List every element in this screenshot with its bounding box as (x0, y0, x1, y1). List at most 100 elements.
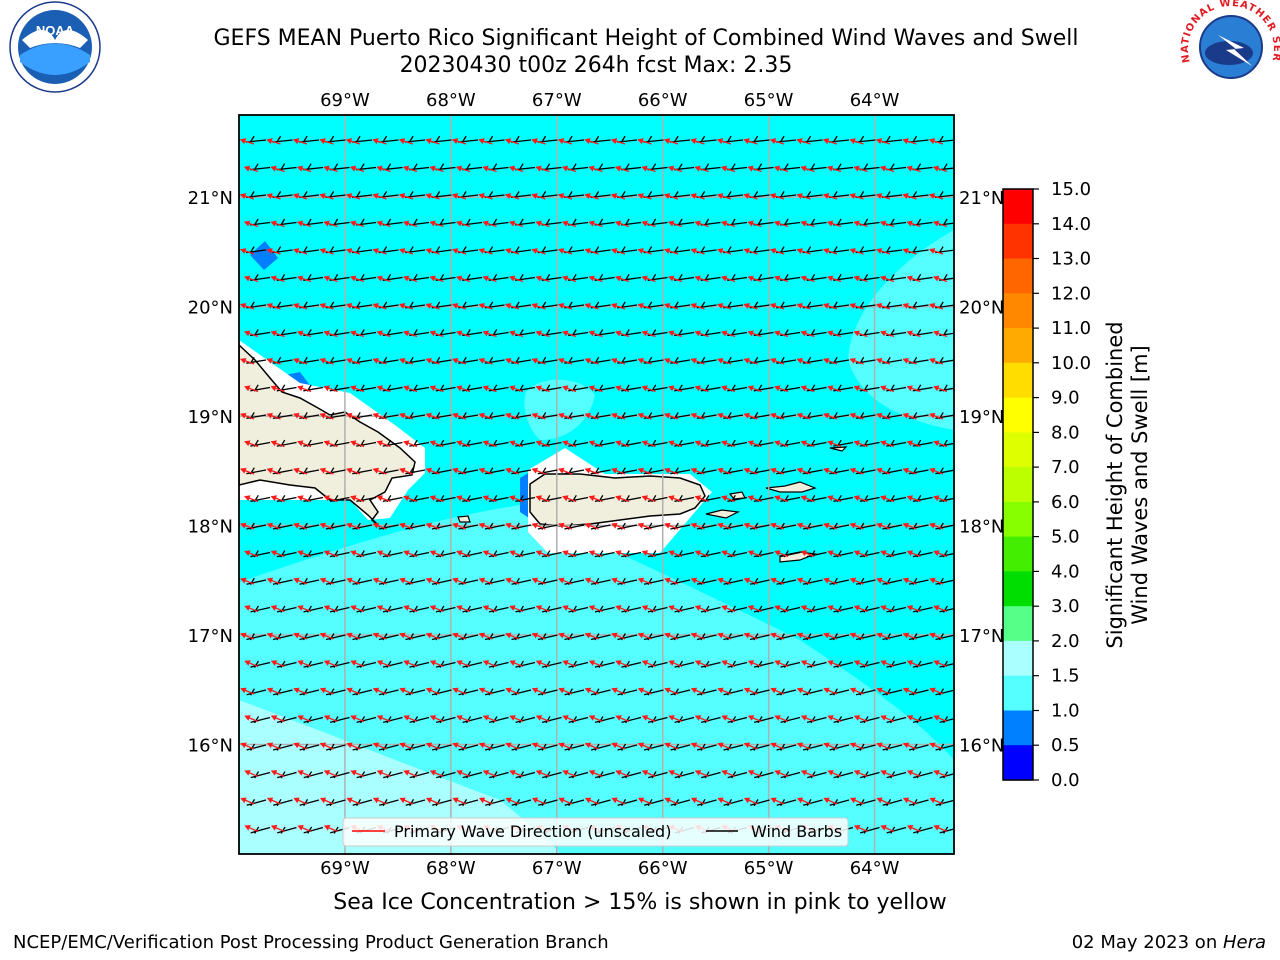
wave-direction-arrowhead (796, 193, 803, 199)
wave-direction-arrowhead (717, 632, 724, 639)
wave-direction-arrowhead (690, 742, 698, 749)
wave-direction-arrowhead (823, 358, 830, 364)
wave-direction-arrowhead (796, 577, 804, 584)
wave-direction-arrowhead (770, 687, 777, 694)
wave-direction-arrowhead (270, 824, 278, 831)
wave-direction-arrowhead (376, 770, 384, 776)
wind-barb (617, 135, 638, 143)
wave-direction-arrowhead (402, 165, 410, 172)
wave-direction-arrowhead (376, 165, 383, 172)
wave-direction-arrowhead (747, 660, 755, 666)
wind-barb (670, 688, 691, 696)
wave-direction-arrowhead (456, 495, 463, 502)
wind-barb (329, 605, 350, 613)
wave-direction-arrowhead (240, 522, 247, 529)
wind-barb (776, 798, 797, 807)
wave-direction-arrowhead (637, 248, 644, 254)
wind-barb (382, 716, 403, 724)
wave-direction-arrowhead (270, 660, 278, 666)
wind-barb (458, 577, 479, 586)
wave-direction-arrowhead (346, 358, 353, 364)
wave-direction-arrowhead (717, 248, 724, 254)
wave-direction-arrowhead (800, 495, 808, 502)
wave-direction-arrowhead (774, 495, 781, 502)
wave-direction-arrowhead (323, 660, 331, 666)
colorbar-segment (1003, 640, 1033, 677)
wave-direction-arrowhead (399, 632, 406, 639)
wave-direction-arrowhead (906, 824, 914, 831)
wave-direction-arrowhead (615, 495, 622, 502)
wind-barb (648, 771, 668, 779)
wave-direction-arrowhead (796, 467, 804, 474)
wave-direction-arrowhead (637, 797, 645, 804)
wave-direction-arrowhead (429, 605, 437, 611)
wind-barb (617, 577, 638, 586)
wave-direction-arrowhead (902, 522, 910, 529)
wave-direction-arrowhead (611, 687, 618, 694)
wave-direction-arrowhead (319, 577, 327, 584)
wave-direction-arrowhead (270, 220, 277, 227)
wave-direction-arrowhead (668, 385, 675, 392)
wave-direction-arrowhead (376, 330, 383, 337)
wave-direction-arrowhead (244, 495, 251, 502)
wave-direction-arrowhead (743, 193, 750, 199)
wind-barb (515, 660, 536, 668)
wave-direction-arrowhead (615, 440, 622, 447)
wave-direction-arrowhead (876, 248, 883, 254)
wave-direction-arrowhead (425, 467, 433, 474)
wave-direction-arrowhead (399, 248, 406, 254)
wind-barb (405, 135, 426, 143)
wave-direction-arrowhead (933, 440, 940, 447)
wave-direction-arrowhead (350, 715, 357, 721)
wave-direction-arrowhead (667, 220, 675, 227)
wind-barb (352, 577, 373, 586)
wave-direction-arrowhead (270, 550, 278, 556)
colorbar-segment (1003, 501, 1033, 538)
colorbar-tick-label: 15.0 (1051, 179, 1091, 200)
wave-direction-arrowhead (906, 770, 914, 776)
lat-tick-labels-right: 21°N 20°N 19°N 18°N 17°N 16°N (959, 188, 1004, 756)
lat-tick-label: 21°N (959, 188, 1004, 209)
wave-direction-arrowhead (796, 797, 804, 804)
colorbar-tick-label: 8.0 (1051, 422, 1080, 443)
wind-barb (723, 633, 744, 641)
wave-direction-arrowhead (558, 577, 565, 584)
chart-title: GEFS MEAN Puerto Rico Significant Height… (213, 26, 1079, 51)
wind-barb (749, 743, 770, 751)
wave-direction-arrowhead (717, 412, 724, 419)
wave-direction-arrowhead (796, 302, 803, 309)
wave-direction-arrowhead (929, 412, 936, 419)
wave-direction-arrowhead (853, 715, 861, 721)
colorbar-segment (1003, 432, 1033, 468)
wave-direction-arrowhead (637, 742, 645, 749)
wave-direction-arrowhead (323, 165, 330, 172)
wave-direction-arrowhead (933, 824, 940, 831)
wave-direction-arrowhead (588, 220, 595, 227)
wave-direction-arrowhead (615, 770, 622, 776)
wave-direction-arrowhead (770, 412, 777, 419)
wind-barb (674, 771, 695, 779)
wave-direction-arrowhead (508, 165, 516, 172)
wave-direction-arrowhead (928, 193, 936, 199)
wave-direction-arrowhead (455, 220, 463, 227)
wave-direction-arrowhead (505, 797, 512, 804)
wave-direction-arrowhead (531, 193, 538, 199)
wind-barb (621, 605, 642, 613)
wind-barb (913, 826, 933, 834)
wave-direction-arrowhead (800, 605, 808, 611)
wave-direction-arrowhead (531, 797, 539, 804)
lon-tick-label: 69°W (320, 90, 370, 111)
wave-direction-arrowhead (584, 687, 592, 694)
wave-direction-arrowhead (293, 412, 300, 419)
wave-direction-arrowhead (456, 330, 463, 337)
wave-direction-arrowhead (800, 440, 807, 447)
wave-direction-arrowhead (270, 385, 277, 392)
land-anegada (829, 446, 848, 452)
wave-direction-arrowhead (716, 193, 724, 199)
wind-barb (617, 798, 638, 807)
wind-barb (674, 716, 695, 724)
colorbar-segment (1003, 467, 1033, 503)
lon-tick-label: 66°W (638, 90, 688, 111)
wave-direction-arrowhead (323, 715, 331, 721)
wave-direction-arrowhead (796, 138, 803, 145)
